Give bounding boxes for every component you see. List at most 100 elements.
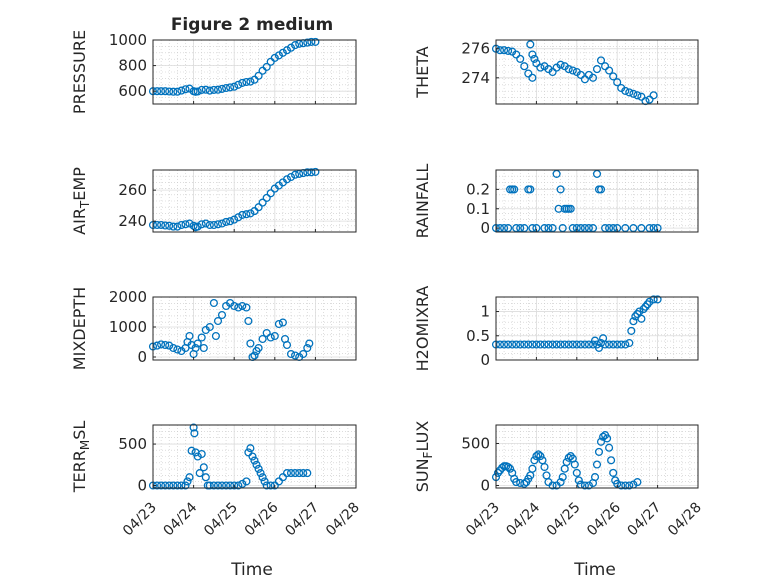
- data-point: [540, 340, 549, 349]
- data-point: [556, 478, 565, 487]
- data-point: [189, 423, 198, 432]
- data-point: [544, 340, 553, 349]
- data-point: [209, 481, 218, 490]
- data-point: [205, 322, 214, 332]
- data-point: [183, 477, 192, 486]
- data-point: [536, 63, 545, 72]
- data-point: [609, 468, 618, 477]
- data-point: [645, 297, 654, 306]
- data-point: [270, 331, 279, 341]
- data-point: [153, 220, 162, 230]
- data-point: [181, 85, 190, 94]
- y-tick-label: 0: [480, 219, 490, 237]
- data-point: [528, 340, 537, 349]
- data-point: [498, 463, 507, 472]
- data-point: [270, 53, 279, 62]
- data-point: [282, 340, 292, 350]
- data-point: [230, 301, 239, 311]
- data-point: [603, 434, 612, 443]
- data-point: [254, 464, 263, 473]
- data-point: [635, 307, 644, 316]
- data-point: [169, 222, 178, 231]
- data-point: [169, 87, 178, 96]
- data-point: [209, 85, 218, 94]
- data-point: [286, 172, 296, 182]
- data-point: [299, 469, 308, 478]
- data-point: [601, 62, 610, 71]
- data-point: [165, 341, 174, 350]
- data-point: [504, 462, 513, 472]
- data-point: [568, 340, 577, 349]
- data-point: [599, 432, 608, 441]
- data-point: [201, 219, 210, 228]
- data-point: [169, 343, 178, 353]
- data-point: [278, 48, 287, 57]
- data-point: [566, 452, 575, 461]
- data-point: [177, 86, 186, 95]
- data-point: [262, 193, 271, 202]
- data-point: [590, 473, 600, 482]
- data-point: [512, 50, 521, 59]
- data-point: [270, 481, 279, 490]
- data-point: [601, 340, 610, 349]
- y-axis-label: MIXDEPTH: [70, 287, 89, 370]
- data-point: [226, 83, 235, 92]
- data-point: [250, 351, 259, 360]
- data-point: [643, 300, 652, 309]
- data-point: [526, 40, 535, 49]
- x-axis-label-left: Time: [230, 560, 273, 580]
- data-point: [197, 333, 206, 342]
- data-point: [274, 477, 283, 486]
- chart-4: 00.1 0.2 RAINFALL: [413, 164, 699, 239]
- data-point: [222, 217, 231, 226]
- data-point: [213, 85, 223, 94]
- data-point: [516, 54, 525, 63]
- data-point: [282, 469, 292, 478]
- data-point: [222, 481, 231, 490]
- data-point: [520, 340, 529, 349]
- data-point: [161, 87, 170, 96]
- data-point: [500, 340, 509, 349]
- data-point: [258, 334, 267, 344]
- axes-box: [152, 424, 357, 489]
- data-point: [217, 219, 227, 228]
- data-point: [512, 478, 521, 487]
- data-point: [580, 481, 589, 490]
- data-point: [213, 316, 223, 326]
- data-point: [266, 189, 275, 198]
- figure-title: Figure 2 medium: [171, 15, 333, 35]
- data-point: [217, 481, 227, 490]
- data-point: [307, 168, 316, 177]
- data-point: [291, 351, 300, 360]
- data-point: [303, 168, 312, 177]
- data-point: [185, 84, 194, 93]
- data-point: [205, 220, 214, 230]
- data-point: [246, 209, 255, 218]
- data-point: [594, 447, 604, 456]
- data-point: [605, 66, 614, 75]
- data-point: [197, 449, 206, 459]
- y-axis-label: RAINFALL: [413, 164, 432, 239]
- data-point: [165, 481, 174, 490]
- data-point: [153, 341, 162, 350]
- y-tick-label: 276: [461, 40, 490, 58]
- y-tick-label: 0.2: [466, 180, 490, 198]
- axes-box: [152, 296, 357, 361]
- data-point: [213, 220, 223, 229]
- data-point: [609, 72, 618, 81]
- data-point: [621, 481, 630, 490]
- data-point: [653, 295, 662, 304]
- data-series: [491, 169, 662, 233]
- data-point: [209, 298, 218, 308]
- data-point: [230, 82, 239, 91]
- data-point: [609, 340, 618, 349]
- data-point: [526, 185, 535, 194]
- data-point: [299, 349, 308, 359]
- axes-box: [495, 424, 699, 489]
- data-point: [588, 340, 598, 349]
- data-point: [238, 479, 247, 488]
- data-point: [286, 43, 296, 52]
- data-series: [148, 423, 312, 490]
- data-point: [157, 340, 166, 349]
